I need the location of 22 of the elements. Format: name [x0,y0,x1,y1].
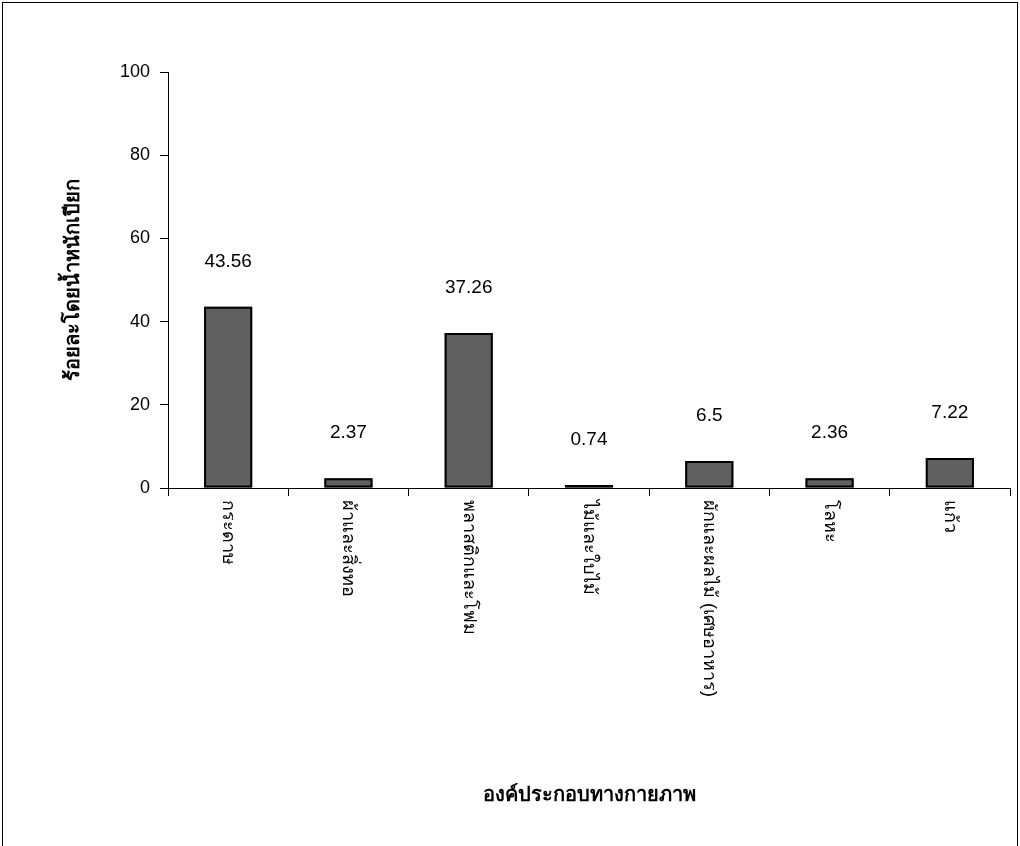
data-label: 6.5 [696,404,723,426]
y-tick-label: 20 [129,393,150,414]
x-tick-label: แก้ว [940,500,961,533]
data-label: 2.37 [329,421,367,443]
x-tick-label: ผักและผลไม้ (เศษอาหาร) [700,500,722,697]
y-tick-label: 0 [139,476,150,497]
data-label: 43.56 [204,250,252,272]
x-axis-title: องค์ประกอบทางกายภาพ [482,782,696,805]
y-tick-label: 100 [119,60,150,81]
y-axis-title: ร้อยละโดยน้ำหนักเปียก [56,179,83,381]
x-tick-label: กระดาษ [219,500,240,565]
data-label: 0.74 [570,428,608,450]
data-label: 7.22 [931,401,969,423]
data-label: 37.26 [444,276,493,298]
y-tick-label: 60 [129,227,150,248]
y-tick-label: 40 [129,310,150,331]
x-tick-label: ผ้าและสิ่งทอ [339,500,363,597]
data-label: 2.36 [811,421,849,443]
x-tick-label: ไม้และใบไม้ [580,498,602,595]
x-tick-label: พลาสติกและโฟม [459,500,481,635]
x-tick-label: โลหะ [820,500,842,543]
y-tick-label: 80 [129,144,150,165]
